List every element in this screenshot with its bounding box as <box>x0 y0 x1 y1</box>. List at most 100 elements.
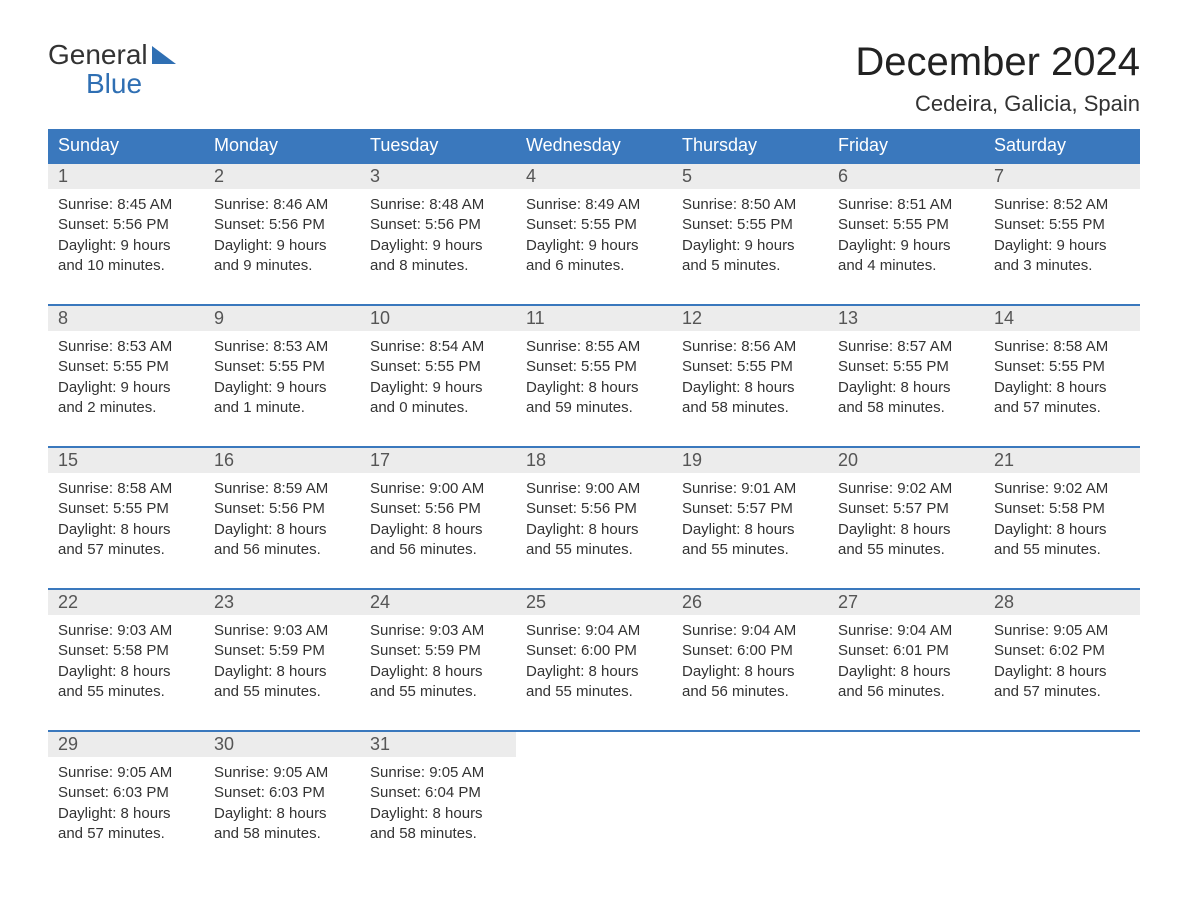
sunrise-line: Sunrise: 9:04 AM <box>526 621 662 641</box>
day-details: Sunrise: 8:56 AMSunset: 5:55 PMDaylight:… <box>672 331 828 446</box>
day-cell: 29Sunrise: 9:05 AMSunset: 6:03 PMDayligh… <box>48 731 204 872</box>
calendar-week-row: 15Sunrise: 8:58 AMSunset: 5:55 PMDayligh… <box>48 447 1140 589</box>
day-details: Sunrise: 8:51 AMSunset: 5:55 PMDaylight:… <box>828 189 984 304</box>
daylight-line: Daylight: 9 hours and 2 minutes. <box>58 378 194 419</box>
sunrise-line: Sunrise: 8:59 AM <box>214 479 350 499</box>
day-details: Sunrise: 9:05 AMSunset: 6:02 PMDaylight:… <box>984 615 1140 730</box>
sunrise-line: Sunrise: 9:02 AM <box>838 479 974 499</box>
day-details: Sunrise: 9:00 AMSunset: 5:56 PMDaylight:… <box>516 473 672 588</box>
daylight-line: Daylight: 8 hours and 55 minutes. <box>526 662 662 703</box>
sunrise-line: Sunrise: 9:04 AM <box>838 621 974 641</box>
day-details: Sunrise: 9:04 AMSunset: 6:00 PMDaylight:… <box>672 615 828 730</box>
daylight-line: Daylight: 9 hours and 0 minutes. <box>370 378 506 419</box>
day-cell: 16Sunrise: 8:59 AMSunset: 5:56 PMDayligh… <box>204 447 360 589</box>
sunrise-line: Sunrise: 9:04 AM <box>682 621 818 641</box>
sunset-line: Sunset: 6:03 PM <box>58 783 194 803</box>
weekday-header-row: Sunday Monday Tuesday Wednesday Thursday… <box>48 129 1140 163</box>
sunset-line: Sunset: 5:56 PM <box>370 215 506 235</box>
day-number: 7 <box>984 164 1140 189</box>
day-details: Sunrise: 8:58 AMSunset: 5:55 PMDaylight:… <box>984 331 1140 446</box>
sunset-line: Sunset: 6:03 PM <box>214 783 350 803</box>
day-number: 21 <box>984 448 1140 473</box>
day-details: Sunrise: 8:48 AMSunset: 5:56 PMDaylight:… <box>360 189 516 304</box>
daylight-line: Daylight: 9 hours and 10 minutes. <box>58 236 194 277</box>
sunset-line: Sunset: 5:55 PM <box>526 215 662 235</box>
day-number: 20 <box>828 448 984 473</box>
day-number: 22 <box>48 590 204 615</box>
logo: General Blue <box>48 40 176 99</box>
weekday-header: Thursday <box>672 129 828 163</box>
sunset-line: Sunset: 5:55 PM <box>526 357 662 377</box>
day-number: 3 <box>360 164 516 189</box>
sunset-line: Sunset: 5:55 PM <box>370 357 506 377</box>
daylight-line: Daylight: 9 hours and 5 minutes. <box>682 236 818 277</box>
daylight-line: Daylight: 8 hours and 56 minutes. <box>682 662 818 703</box>
weekday-header: Monday <box>204 129 360 163</box>
day-details: Sunrise: 8:50 AMSunset: 5:55 PMDaylight:… <box>672 189 828 304</box>
day-cell: 18Sunrise: 9:00 AMSunset: 5:56 PMDayligh… <box>516 447 672 589</box>
sunrise-line: Sunrise: 8:57 AM <box>838 337 974 357</box>
weekday-header: Sunday <box>48 129 204 163</box>
day-cell: 25Sunrise: 9:04 AMSunset: 6:00 PMDayligh… <box>516 589 672 731</box>
daylight-line: Daylight: 8 hours and 58 minutes. <box>370 804 506 845</box>
daylight-line: Daylight: 9 hours and 9 minutes. <box>214 236 350 277</box>
day-details: Sunrise: 8:55 AMSunset: 5:55 PMDaylight:… <box>516 331 672 446</box>
sunrise-line: Sunrise: 9:02 AM <box>994 479 1130 499</box>
day-cell: 30Sunrise: 9:05 AMSunset: 6:03 PMDayligh… <box>204 731 360 872</box>
daylight-line: Daylight: 8 hours and 56 minutes. <box>838 662 974 703</box>
day-number: 12 <box>672 306 828 331</box>
day-cell: 1Sunrise: 8:45 AMSunset: 5:56 PMDaylight… <box>48 163 204 305</box>
sunset-line: Sunset: 5:56 PM <box>526 499 662 519</box>
day-cell: 12Sunrise: 8:56 AMSunset: 5:55 PMDayligh… <box>672 305 828 447</box>
calendar-week-row: 29Sunrise: 9:05 AMSunset: 6:03 PMDayligh… <box>48 731 1140 872</box>
day-number: 30 <box>204 732 360 757</box>
sunrise-line: Sunrise: 9:05 AM <box>58 763 194 783</box>
sunset-line: Sunset: 5:55 PM <box>682 357 818 377</box>
day-number: 15 <box>48 448 204 473</box>
sunset-line: Sunset: 6:00 PM <box>682 641 818 661</box>
day-number: 17 <box>360 448 516 473</box>
sunrise-line: Sunrise: 8:58 AM <box>994 337 1130 357</box>
empty-day-cell <box>672 731 828 872</box>
day-details: Sunrise: 8:57 AMSunset: 5:55 PMDaylight:… <box>828 331 984 446</box>
sunrise-line: Sunrise: 8:49 AM <box>526 195 662 215</box>
empty-day-cell <box>828 731 984 872</box>
sunrise-line: Sunrise: 8:56 AM <box>682 337 818 357</box>
sunrise-line: Sunrise: 9:05 AM <box>370 763 506 783</box>
day-number: 4 <box>516 164 672 189</box>
empty-day-cell <box>516 731 672 872</box>
calendar-week-row: 1Sunrise: 8:45 AMSunset: 5:56 PMDaylight… <box>48 163 1140 305</box>
day-number: 19 <box>672 448 828 473</box>
day-details: Sunrise: 9:04 AMSunset: 6:01 PMDaylight:… <box>828 615 984 730</box>
sunset-line: Sunset: 6:04 PM <box>370 783 506 803</box>
sunset-line: Sunset: 5:56 PM <box>370 499 506 519</box>
day-number: 25 <box>516 590 672 615</box>
daylight-line: Daylight: 8 hours and 55 minutes. <box>838 520 974 561</box>
daylight-line: Daylight: 8 hours and 57 minutes. <box>994 662 1130 703</box>
sunrise-line: Sunrise: 9:01 AM <box>682 479 818 499</box>
day-details: Sunrise: 8:52 AMSunset: 5:55 PMDaylight:… <box>984 189 1140 304</box>
day-cell: 19Sunrise: 9:01 AMSunset: 5:57 PMDayligh… <box>672 447 828 589</box>
sunrise-line: Sunrise: 8:45 AM <box>58 195 194 215</box>
empty-day-cell <box>984 731 1140 872</box>
sunrise-line: Sunrise: 9:05 AM <box>214 763 350 783</box>
day-cell: 5Sunrise: 8:50 AMSunset: 5:55 PMDaylight… <box>672 163 828 305</box>
title-block: December 2024 Cedeira, Galicia, Spain <box>855 40 1140 117</box>
daylight-line: Daylight: 8 hours and 57 minutes. <box>994 378 1130 419</box>
day-details: Sunrise: 9:02 AMSunset: 5:58 PMDaylight:… <box>984 473 1140 588</box>
day-details: Sunrise: 8:46 AMSunset: 5:56 PMDaylight:… <box>204 189 360 304</box>
month-title: December 2024 <box>855 40 1140 85</box>
day-number: 2 <box>204 164 360 189</box>
day-cell: 6Sunrise: 8:51 AMSunset: 5:55 PMDaylight… <box>828 163 984 305</box>
sunrise-line: Sunrise: 9:03 AM <box>214 621 350 641</box>
flag-icon <box>152 46 176 64</box>
sunrise-line: Sunrise: 8:58 AM <box>58 479 194 499</box>
day-details: Sunrise: 9:01 AMSunset: 5:57 PMDaylight:… <box>672 473 828 588</box>
day-cell: 15Sunrise: 8:58 AMSunset: 5:55 PMDayligh… <box>48 447 204 589</box>
sunset-line: Sunset: 5:56 PM <box>214 499 350 519</box>
day-cell: 20Sunrise: 9:02 AMSunset: 5:57 PMDayligh… <box>828 447 984 589</box>
sunset-line: Sunset: 5:56 PM <box>214 215 350 235</box>
day-number: 23 <box>204 590 360 615</box>
day-details: Sunrise: 8:58 AMSunset: 5:55 PMDaylight:… <box>48 473 204 588</box>
sunrise-line: Sunrise: 8:48 AM <box>370 195 506 215</box>
